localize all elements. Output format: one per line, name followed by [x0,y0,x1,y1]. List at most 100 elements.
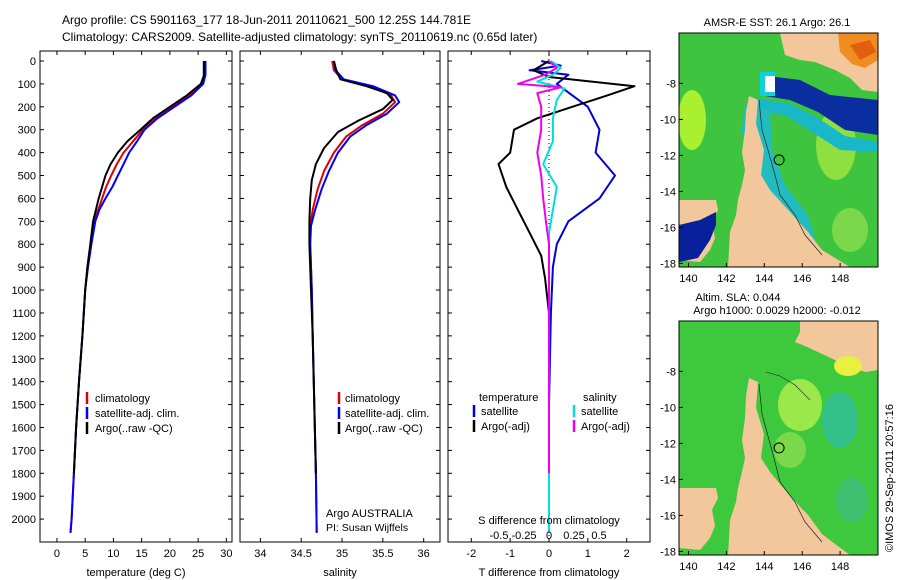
legend-label-climatology: climatology [95,393,151,405]
sst-map-title: AMSR-E SST: 26.1 Argo: 26.1 [704,17,851,29]
temperature-legend: climatology satellite-adj. clim. Argo(..… [85,392,179,435]
difference-legend: temperature salinity satellite Argo(-adj… [472,392,630,433]
depth-tick-label: 500 [18,171,36,183]
depth-tick-label: 0 [30,56,36,68]
depth-tick-label: 1200 [12,331,36,343]
legend-label-satellite: satellite-adj. clim. [345,408,429,420]
s-difference-tick-label: -0.5 [490,530,509,542]
depth-tick-label: 600 [18,193,36,205]
sst-cyan-band [755,98,878,152]
salinity-panel: 34 34.5 35 35.5 36 climatology satellite-adj… [239,50,441,579]
depth-axis: 0 100 200 300 400 500 600 700 800 900 1000 1100 1200… [12,56,232,526]
x-tick-label: 34.5 [291,548,312,560]
x-tick-label: 1 [585,548,591,560]
x-tick-label: 30 [220,548,232,560]
legend-label-argo: Argo(..raw -QC) [345,423,423,435]
legend-title-salinity: salinity [583,392,617,404]
salinity-legend: climatology satellite-adj. clim. Argo(..… [337,392,429,435]
depth-tick-label: 1100 [12,308,36,320]
temperature-x-label: temperature (deg C) [86,567,185,579]
longitude-label: 148 [831,561,849,573]
series-line-salinity-argo-adj [516,60,562,474]
depth-tick-label: 1400 [12,377,36,389]
sst-cool-band [760,75,878,135]
x-tick-label: 10 [107,548,119,560]
legend-label-argo: Argo(..raw -QC) [95,423,173,435]
salinity-annotation-line1: Argo AUSTRALIA [326,508,413,520]
depth-tick-label: 1500 [12,400,36,412]
x-tick-label: 0 [54,548,60,560]
salinity-x-axis: 34 34.5 35 35.5 36 [254,51,430,560]
sst-land-cape-york [728,96,850,267]
depth-tick-label: 2000 [12,514,36,526]
difference-panel: -2 -1 0 1 2 temperature salinity satellite A… [447,50,651,579]
x-tick-label: 0 [546,548,552,560]
x-tick-label: -1 [505,548,515,560]
s-difference-tick-label: -0.25 [511,530,536,542]
depth-tick-label: 1600 [12,422,36,434]
longitude-label: 144 [755,273,773,285]
latitude-label: -18 [660,546,676,558]
legend-title-temperature: temperature [479,392,538,404]
difference-lines [497,60,636,533]
x-tick-label: 15 [136,548,148,560]
sst-hot-cells [850,40,876,60]
latitude-label: -12 [660,150,676,162]
depth-tick-label: 800 [18,239,36,251]
x-tick-label: 25 [192,548,204,560]
x-tick-label: 35.5 [372,548,393,560]
s-difference-tick-label: 0.25 [563,530,584,542]
salinity-difference-scale: -0.5 -0.25 0 0.25 0.5 [490,530,607,542]
legend-label-s-argo: Argo(-adj) [581,421,630,433]
legend-label-t-argo: Argo(-adj) [481,421,530,433]
x-tick-label: 34 [254,548,266,560]
longitude-label: 144 [755,561,773,573]
s-difference-tick-label: 0.5 [591,530,606,542]
latitude-label: -12 [660,438,676,450]
x-tick-label: 35 [336,548,348,560]
sla-mid-patch [836,478,868,522]
t-difference-label: T difference from climatology [479,567,620,579]
sst-west-cold [679,212,716,262]
depth-tick-label: 400 [18,148,36,160]
longitude-label: 146 [793,273,811,285]
header-title: Argo profile: CS 5901163_177 18-Jun-2011… [62,13,471,27]
latitude-label: -16 [660,222,676,234]
sla-map-axes: 140 142 144 146 148 -8 -10 -12 -14 -16 -18 [660,366,849,573]
legend-label-t-satellite: satellite [481,406,518,418]
x-tick-label: -2 [466,548,476,560]
sst-warm-patch [679,90,706,150]
salinity-plot-frame [239,50,441,543]
sst-map-axes: 140 142 144 146 148 -8 -10 -12 -14 -16 -18 [660,78,849,285]
header-subtitle: Climatology: CARS2009. Satellite-adjuste… [62,30,537,44]
s-difference-label: S difference from climatology [478,515,620,527]
latitude-label: -8 [666,78,676,90]
x-tick-label: 5 [82,548,88,560]
sst-map-frame [678,32,879,268]
sla-high-patch [778,379,822,431]
depth-tick-label: 300 [18,125,36,137]
depth-tick-label: 100 [18,79,36,91]
legend-label-satellite: satellite-adj. clim. [95,408,179,420]
latitude-label: -14 [660,186,676,198]
sst-warm-patch [832,208,868,252]
depth-tick-label: 900 [18,262,36,274]
sst-missing-data [765,76,775,92]
longitude-label: 140 [679,561,697,573]
legend-label-s-satellite: satellite [581,406,618,418]
salinity-lines [308,60,401,533]
latitude-label: -10 [660,402,676,414]
sla-map-title-line2: Argo h1000: 0.0029 h2000: -0.012 [693,305,861,317]
imos-credit: ©IMOS 29-Sep-2011 20:57:16 [884,404,896,552]
temperature-x-axis: 0 5 10 15 20 25 30 [54,51,232,560]
latitude-label: -18 [660,258,676,270]
sla-map [679,321,878,555]
sst-depth-contour [758,99,823,256]
salinity-annotation-line2: PI: Susan Wijffels [326,522,408,534]
depth-tick-label: 1900 [12,491,36,503]
sst-float-marker [773,154,785,166]
latitude-label: -8 [666,366,676,378]
sla-mid-patch [822,392,858,448]
latitude-label: -10 [660,114,676,126]
sst-map-panel: AMSR-E SST: 26.1 Argo: 26.1 [660,17,879,285]
